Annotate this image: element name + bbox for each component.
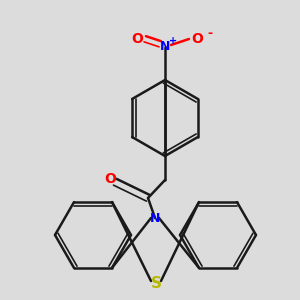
Text: O: O bbox=[191, 32, 203, 46]
Text: S: S bbox=[151, 277, 161, 292]
Text: -: - bbox=[207, 28, 213, 40]
Text: O: O bbox=[104, 172, 116, 186]
Text: N: N bbox=[150, 212, 160, 224]
Text: +: + bbox=[169, 36, 177, 46]
Text: O: O bbox=[131, 32, 143, 46]
Text: N: N bbox=[160, 40, 170, 53]
